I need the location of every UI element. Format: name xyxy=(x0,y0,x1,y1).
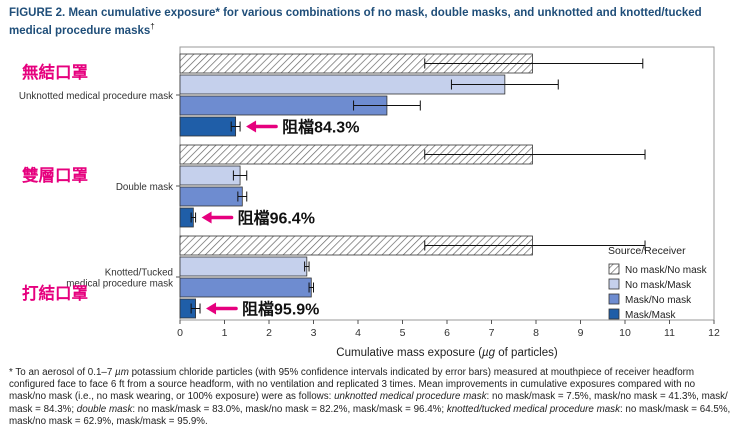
legend-label: Mask/Mask xyxy=(625,310,677,321)
x-tick-label: 10 xyxy=(619,327,631,339)
x-tick-label: 1 xyxy=(222,327,228,339)
group-label: Double mask xyxy=(116,182,173,193)
footnote-part2: potassium chloride particles (with 95% c… xyxy=(9,367,696,403)
annotation-zh: 打結口罩 xyxy=(22,283,88,303)
title-dagger: † xyxy=(150,22,155,31)
x-tick-label: 0 xyxy=(177,327,183,339)
bar xyxy=(179,256,308,277)
legend-title: Source/Receiver xyxy=(608,245,686,257)
legend-label: No mask/No mask xyxy=(625,265,708,276)
figure-label: FIGURE 2. xyxy=(9,7,66,19)
x-tick-label: 2 xyxy=(266,327,272,339)
x-tick-label: 5 xyxy=(400,327,406,339)
legend-swatch xyxy=(608,293,620,305)
footnote-g2-name: double mask xyxy=(76,403,133,415)
x-axis-label: Cumulative mass exposure (µg of particle… xyxy=(336,347,558,359)
footnote-g3-vals: : no mask/mask = 64.5%, mask/no mask = 6… xyxy=(9,403,731,427)
callout-arrow-head xyxy=(246,120,257,133)
annotation-zh: 雙層口罩 xyxy=(22,165,88,185)
x-tick-label: 3 xyxy=(311,327,317,339)
x-tick-label: 7 xyxy=(489,327,495,339)
footnote-g1-vals: : no mask/mask = 7.5%, mask/no mask = 41… xyxy=(9,391,728,415)
group-label: Knotted/Tucked xyxy=(105,268,173,279)
footnote-mu: µm xyxy=(115,367,129,378)
footnote-g1-name: unknotted medical procedure mask xyxy=(334,391,487,403)
callout-arrow-head xyxy=(201,211,212,224)
x-tick-label: 6 xyxy=(444,327,450,339)
footnote: * To an aerosol of 0.1–7 µm potassium ch… xyxy=(9,367,731,428)
bar xyxy=(179,165,241,186)
figure-title-text: Mean cumulative exposure* for various co… xyxy=(9,7,702,37)
legend-swatch xyxy=(608,308,620,320)
callout-text: 阻檔84.3% xyxy=(282,118,359,137)
footnote-g3-name: knotted/tucked medical procedure mask xyxy=(446,403,620,415)
bar xyxy=(179,186,243,207)
callout-arrow-head xyxy=(206,302,217,315)
x-tick-label: 9 xyxy=(578,327,584,339)
x-tick-label: 11 xyxy=(664,327,675,339)
annotation-zh: 無結口罩 xyxy=(22,62,88,82)
callout-text: 阻檔95.9% xyxy=(242,300,319,319)
footnote-g2-vals: : no mask/mask = 83.0%, mask/no mask = 8… xyxy=(132,403,447,415)
group-label: medical procedure mask xyxy=(66,279,173,290)
bar xyxy=(179,277,312,298)
bar xyxy=(179,116,237,137)
legend-swatch xyxy=(608,263,620,275)
legend-label: Mask/No mask xyxy=(625,295,692,306)
legend-label: No mask/Mask xyxy=(625,280,692,291)
footnote-marker: * xyxy=(9,367,13,378)
figure-title: FIGURE 2. Mean cumulative exposure* for … xyxy=(9,6,731,38)
x-tick-label: 12 xyxy=(708,327,720,339)
group-label: Unknotted medical procedure mask xyxy=(19,91,173,102)
callout-text: 阻檔96.4% xyxy=(238,209,315,228)
x-tick-label: 8 xyxy=(533,327,539,339)
legend-swatch xyxy=(608,278,620,290)
x-tick-label: 4 xyxy=(355,327,361,339)
footnote-part1: To an aerosol of 0.1–7 xyxy=(15,367,116,378)
